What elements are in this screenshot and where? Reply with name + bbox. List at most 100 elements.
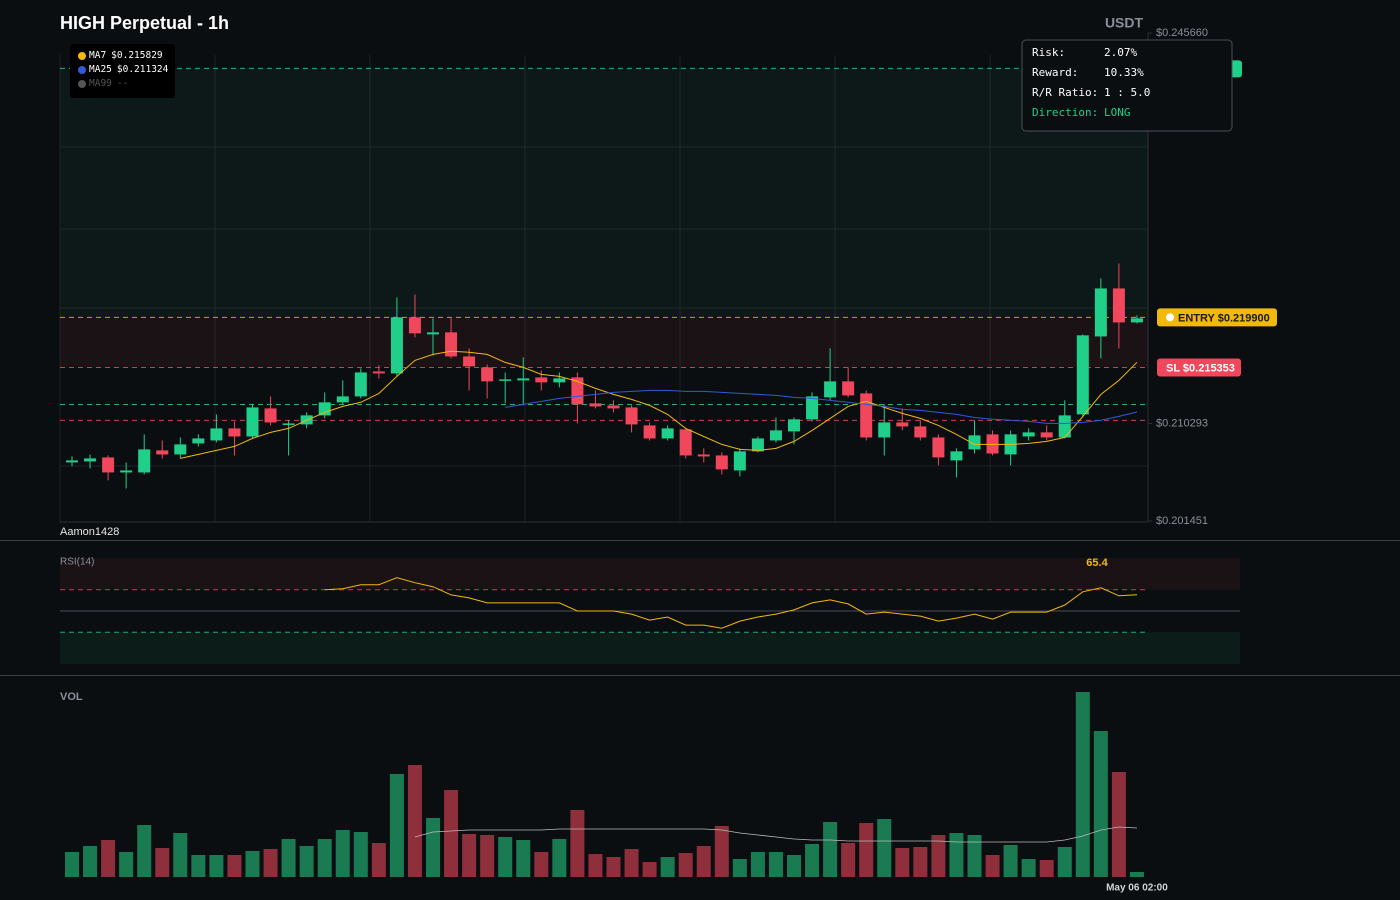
volume-bar [877,819,892,877]
volume-bar [317,839,332,877]
legend-swatch [78,52,86,60]
volume-bar [841,843,856,877]
volume-bar [949,833,964,877]
candle-body [517,378,530,381]
volume-bar [119,852,134,877]
candle-body [950,451,963,461]
volume-bar [426,818,440,877]
candle-body [1130,318,1143,323]
volume-bar [444,790,459,877]
candle-body [553,378,566,383]
volume-bar [805,844,820,877]
candle-body [336,396,349,403]
volume-bar [516,840,531,877]
watermark: Aamon1428 [60,526,119,538]
candle-body [228,428,241,437]
zones [60,68,1148,368]
info-label: Risk: [1032,46,1065,59]
rsi-title: RSI(14) [60,557,94,568]
legend-value: $0.215829 [111,50,163,61]
volume-bar [895,848,910,877]
volume-bar [498,837,513,877]
volume-bar [787,855,801,877]
candle-body [1058,415,1071,438]
candle-body [733,451,746,471]
candle-body [138,449,151,473]
volume-panel [65,692,1144,877]
candle-body [842,381,855,396]
candle-body [1040,432,1053,438]
candle-body [715,455,728,470]
volume-bar [299,846,314,877]
loss-zone [60,317,1148,368]
legend-value: $0.211324 [117,64,169,75]
volume-bar [353,832,368,877]
volume-bar [624,849,639,877]
volume-bar [335,830,350,877]
candle-body [390,317,403,374]
entry-label-box [1157,308,1277,327]
overbought-zone [60,558,1240,590]
candle-body [607,405,620,409]
volume-bar [1057,847,1072,877]
candle-body [210,428,223,441]
volume-bar [407,765,422,877]
levels [60,67,1148,421]
volume-bar [660,857,675,877]
profit-zone [60,68,1148,318]
entry-label: ENTRY $0.219900 [1178,312,1270,324]
volume-bar [137,825,152,877]
volume-bar [1075,692,1090,877]
volume-bar [1111,772,1126,877]
candle-body [643,425,656,439]
rsi-panel [60,558,1240,664]
volume-bar [1129,872,1144,877]
candle-body [914,426,927,438]
candle-body [1094,288,1107,337]
candle-body [751,438,764,452]
candle-body [354,372,367,397]
volume-bar [227,855,242,877]
x-tick-label: May 06 02:00 [1106,883,1168,894]
y-tick-label: $0.201451 [1156,515,1208,527]
volume-bar [1093,731,1108,877]
volume-bar [371,843,386,877]
volume-bar [696,846,711,877]
candle-body [571,377,584,405]
volume-bar [462,834,477,877]
oversold-zone [60,632,1240,664]
candle-body [1076,335,1089,415]
legend-name: MA99 [89,78,112,89]
candle-body [427,332,439,335]
volume-bar [263,849,278,877]
volume-bar [823,822,838,877]
legend-swatch [78,80,86,88]
volume-bar [642,862,657,877]
candle-body [318,402,331,416]
volume-bar [859,823,874,877]
candle-body [788,419,800,432]
candle-body [535,377,548,383]
panel-box [1021,39,1233,132]
volume-bar [1003,845,1018,877]
volume-bar [1021,859,1036,877]
info-value: 2.07% [1104,46,1137,59]
candle-body [84,458,97,462]
volume-bar [534,852,549,877]
volume-bar [570,810,585,877]
candle-body [408,317,421,334]
volume-bar [588,854,603,877]
trade-info-panel: Risk: 2.07% Reward: 10.33% R/R Ratio: 1 : 5.0… [1021,39,1233,132]
info-value: 10.33% [1104,66,1144,79]
volume-bar [768,852,783,877]
volume-bar [678,853,693,877]
volume-bar [714,826,729,877]
volume-bar [83,846,98,877]
candle-body [860,393,873,438]
info-value: 1 : 5.0 [1104,86,1150,99]
sl-label: SL $0.215353 [1166,362,1235,374]
volume-bar [65,852,79,877]
legend-name: MA7 [89,50,106,61]
